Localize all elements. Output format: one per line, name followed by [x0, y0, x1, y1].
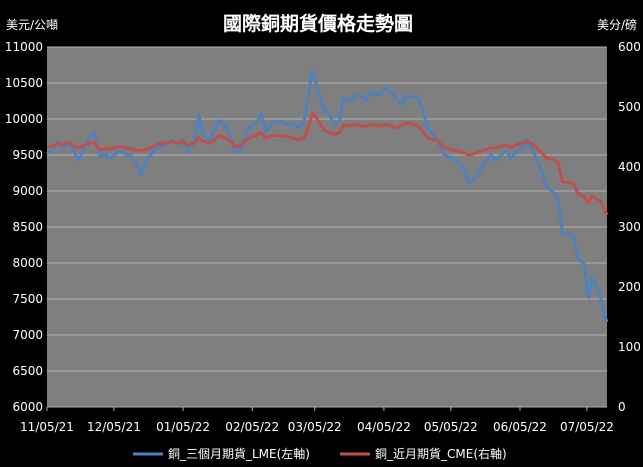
right-tick-label: 200: [618, 280, 641, 294]
right-tick-label: 100: [618, 340, 641, 354]
left-tick-label: 8500: [12, 220, 43, 234]
chart-title: 國際銅期貨價格走勢圖: [223, 12, 413, 35]
x-tick-label: 01/05/22: [156, 420, 210, 434]
left-tick-label: 7500: [12, 292, 43, 306]
right-tick-label: 500: [618, 100, 641, 114]
x-tick-label: 11/05/21: [20, 420, 74, 434]
right-axis-ticks: 0 100 200 300 400 500 600: [618, 40, 641, 414]
x-tick-label: 05/05/22: [424, 420, 478, 434]
series-line-cme: [46, 111, 609, 216]
right-tick-label: 0: [618, 400, 626, 414]
left-tick-label: 6000: [12, 400, 43, 414]
left-tick-label: 10000: [5, 112, 43, 126]
x-axis-ticks: 11/05/21 12/05/21 01/05/22 02/05/22 03/05/22…: [20, 407, 614, 434]
left-tick-label: 6500: [12, 364, 43, 378]
x-tick-label: 03/05/22: [288, 420, 342, 434]
left-tick-label: 10500: [5, 76, 43, 90]
left-tick-label: 11000: [5, 40, 43, 54]
legend-label: 銅_近月期貨_CME(右軸): [375, 446, 507, 461]
left-axis-unit: 美元/公噸: [6, 18, 58, 32]
series-layer: [46, 68, 609, 323]
left-tick-label: 9500: [12, 148, 43, 162]
left-tick-label: 9000: [12, 184, 43, 198]
right-tick-label: 300: [618, 220, 641, 234]
right-tick-label: 400: [618, 160, 641, 174]
legend-label: 銅_三個月期貨_LME(左軸): [168, 446, 310, 461]
x-tick-label: 06/05/22: [493, 420, 547, 434]
x-tick-label: 04/05/22: [357, 420, 411, 434]
left-axis-ticks: 6000 6500 7000 7500 8000 8500 9000 9500 10000 105…: [5, 40, 43, 414]
x-tick-label: 12/05/21: [87, 420, 141, 434]
x-tick-label: 07/05/22: [560, 420, 614, 434]
left-tick-label: 7000: [12, 328, 43, 342]
legend: 銅_三個月期貨_LME(左軸) 銅_近月期貨_CME(右軸): [133, 446, 507, 461]
left-tick-label: 8000: [12, 256, 43, 270]
right-axis-unit: 美分/磅: [597, 17, 637, 32]
x-tick-label: 02/05/22: [225, 420, 279, 434]
right-tick-label: 600: [618, 40, 641, 54]
